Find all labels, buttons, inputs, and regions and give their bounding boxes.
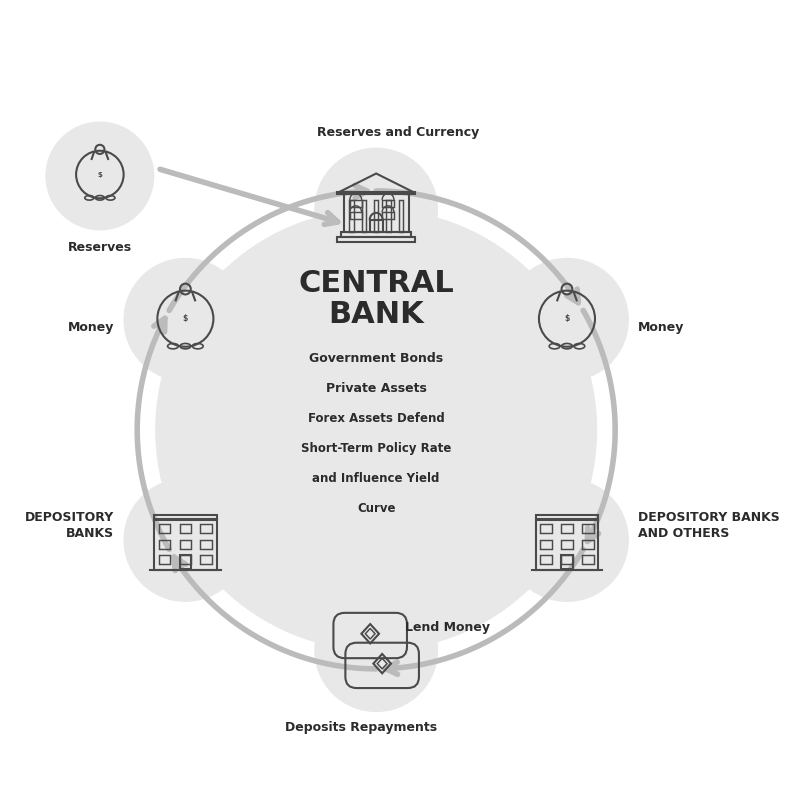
Text: Reserves and Currency: Reserves and Currency bbox=[318, 126, 480, 138]
Text: Reserves: Reserves bbox=[68, 241, 132, 254]
Text: Deposits Repayments: Deposits Repayments bbox=[285, 721, 438, 734]
Circle shape bbox=[315, 589, 438, 711]
Text: DEPOSITORY BANKS
AND OTHERS: DEPOSITORY BANKS AND OTHERS bbox=[638, 510, 780, 539]
Circle shape bbox=[46, 122, 154, 230]
Text: Forex Assets Defend: Forex Assets Defend bbox=[308, 412, 445, 425]
Circle shape bbox=[124, 258, 246, 381]
Text: CENTRAL
BANK: CENTRAL BANK bbox=[298, 269, 454, 329]
Text: Curve: Curve bbox=[357, 502, 395, 514]
Text: Money: Money bbox=[68, 321, 114, 334]
Text: Private Assets: Private Assets bbox=[326, 382, 426, 395]
Circle shape bbox=[506, 478, 628, 602]
Text: $: $ bbox=[564, 314, 570, 323]
Text: and Influence Yield: and Influence Yield bbox=[313, 472, 440, 485]
Text: Lend Money: Lend Money bbox=[405, 622, 490, 634]
Text: Short-Term Policy Rate: Short-Term Policy Rate bbox=[301, 442, 451, 455]
Text: $: $ bbox=[182, 314, 188, 323]
Circle shape bbox=[506, 258, 628, 381]
Text: $: $ bbox=[98, 171, 102, 178]
Circle shape bbox=[156, 210, 597, 650]
Text: Government Bonds: Government Bonds bbox=[309, 353, 443, 366]
Text: DEPOSITORY
BANKS: DEPOSITORY BANKS bbox=[25, 510, 114, 539]
Circle shape bbox=[124, 478, 246, 602]
Text: Money: Money bbox=[638, 321, 684, 334]
Circle shape bbox=[315, 148, 438, 271]
